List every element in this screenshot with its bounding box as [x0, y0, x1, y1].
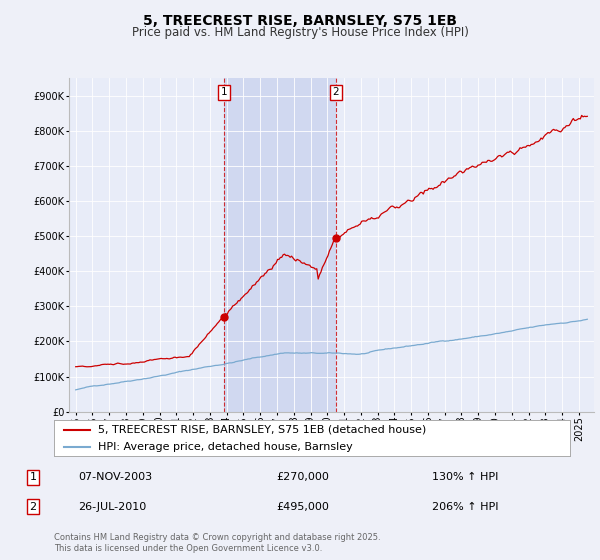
Text: 5, TREECREST RISE, BARNSLEY, S75 1EB: 5, TREECREST RISE, BARNSLEY, S75 1EB [143, 14, 457, 28]
Text: 07-NOV-2003: 07-NOV-2003 [78, 472, 152, 482]
Text: 5, TREECREST RISE, BARNSLEY, S75 1EB (detached house): 5, TREECREST RISE, BARNSLEY, S75 1EB (de… [98, 425, 426, 435]
Text: £270,000: £270,000 [276, 472, 329, 482]
Bar [224, 78, 335, 412]
Text: 2: 2 [332, 87, 339, 97]
Text: Contains HM Land Registry data © Crown copyright and database right 2025.
This d: Contains HM Land Registry data © Crown c… [54, 533, 380, 553]
Text: 2: 2 [29, 502, 37, 512]
Text: 1: 1 [221, 87, 227, 97]
Text: HPI: Average price, detached house, Barnsley: HPI: Average price, detached house, Barn… [98, 442, 353, 451]
Text: Price paid vs. HM Land Registry's House Price Index (HPI): Price paid vs. HM Land Registry's House … [131, 26, 469, 39]
Text: 26-JUL-2010: 26-JUL-2010 [78, 502, 146, 512]
Text: 1: 1 [29, 472, 37, 482]
Text: 130% ↑ HPI: 130% ↑ HPI [432, 472, 499, 482]
Text: £495,000: £495,000 [276, 502, 329, 512]
Text: 206% ↑ HPI: 206% ↑ HPI [432, 502, 499, 512]
